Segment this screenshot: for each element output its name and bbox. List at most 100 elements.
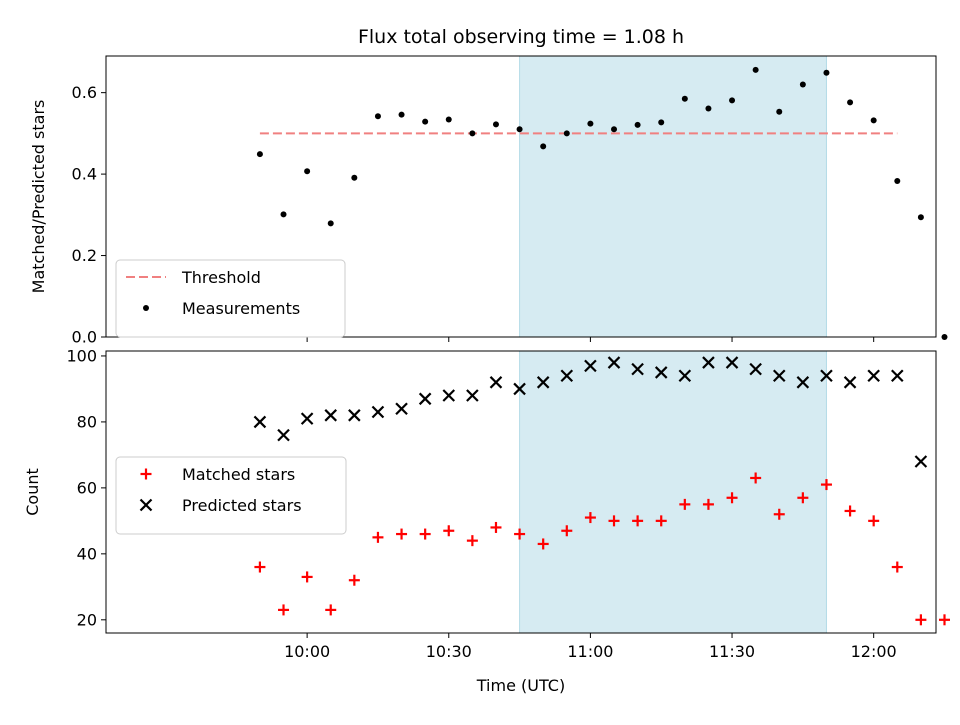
y-tick-label: 0.6 [72,83,97,102]
data-point [374,113,381,120]
data-point [536,376,550,389]
data-point [868,515,880,527]
data-point [891,561,903,573]
y-axis-label: Count [23,468,42,516]
data-point [823,69,830,76]
data-point [418,392,432,406]
data-point [489,376,503,389]
data-point [702,498,714,510]
data-point [752,66,759,73]
data-point [915,614,927,626]
data-point [938,614,950,626]
data-point [560,369,574,383]
data-point [443,525,455,537]
legend-label: Threshold [181,268,261,287]
data-point [516,126,523,133]
data-point [466,535,478,547]
data-point [941,334,948,340]
data-point [584,512,596,524]
data-point [419,528,431,540]
data-point [277,428,290,442]
data-point [847,99,854,106]
x-tick-label: 10:30 [426,642,472,661]
x-tick-label: 12:00 [851,642,897,661]
data-point [537,538,549,550]
data-point [607,356,621,369]
data-point [584,359,597,373]
data-point [254,561,266,573]
legend-label: Measurements [182,299,300,318]
data-point [820,479,832,491]
data-point [371,405,385,419]
x-tick-label: 11:00 [567,642,613,661]
data-point [561,525,573,537]
data-point [796,376,810,389]
data-point [705,105,712,112]
count-panel: 20 40 60 80 100 10:00 10:30 11:00 11:30 12:00 Coun… [23,346,950,661]
data-point [253,415,267,429]
legend-box [115,456,347,535]
highlight-span [519,55,827,338]
data-point [490,521,502,533]
data-point [750,472,762,484]
data-point [820,369,833,383]
data-point [870,117,877,124]
y-tick-label: 20 [77,610,97,629]
legend-label: Matched stars [182,465,295,484]
y-tick-label: 0.4 [72,165,97,184]
data-point [372,531,384,543]
y-tick-label: 80 [77,412,97,431]
data-point [658,119,665,126]
data-point [324,409,338,422]
data-point [917,214,924,221]
y-tick-label: 100 [66,346,97,365]
data-point [278,604,290,616]
chart-title: Flux total observing time = 1.08 h [358,26,684,48]
y-tick-label: 0.0 [72,328,97,347]
highlight-span [519,350,827,634]
data-point [702,356,715,369]
data-point [280,211,287,218]
data-point [631,362,644,376]
legend-box [115,259,346,338]
y-axis-label: Matched/Predicted stars [29,100,48,294]
data-point [395,402,408,415]
data-point [797,492,809,504]
legend: Threshold Measurements [115,259,346,338]
data-point [563,130,570,137]
data-point [749,362,762,376]
data-point [608,515,620,527]
legend-label: Predicted stars [182,496,302,515]
x-axis-label: Time (UTC) [476,676,565,695]
data-point [894,178,901,185]
data-point [351,174,358,181]
data-point [772,369,786,383]
data-point [725,356,739,369]
legend: Matched stars Predicted stars [115,456,347,535]
data-point [514,528,526,540]
data-point [492,121,499,128]
data-point [469,130,476,137]
data-point [891,369,904,383]
data-point [634,121,641,128]
legend-marker [139,498,153,512]
data-point [398,111,405,118]
data-point [655,515,667,527]
data-point [773,508,785,520]
data-point [348,574,360,586]
data-point [301,571,313,583]
data-point [325,604,337,616]
data-point [914,455,928,468]
y-tick-label: 40 [77,544,97,563]
y-tick-label: 0.2 [72,246,97,265]
data-point [632,515,644,527]
data-point [679,498,691,510]
data-point [776,108,783,115]
plot-frame [105,350,937,634]
x-tick-label: 11:30 [709,642,755,661]
data-point [513,382,526,396]
data-point [348,409,361,422]
data-point [611,126,618,133]
data-point [396,528,408,540]
